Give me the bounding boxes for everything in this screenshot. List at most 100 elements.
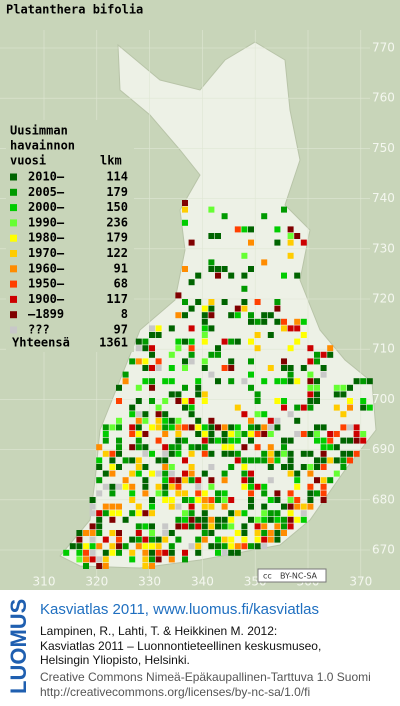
square <box>89 497 96 503</box>
square <box>116 510 122 517</box>
square <box>208 312 215 319</box>
square <box>248 424 254 431</box>
square <box>327 345 334 352</box>
square <box>294 470 301 477</box>
square <box>188 503 195 510</box>
square <box>76 543 83 550</box>
square <box>333 384 340 391</box>
square <box>155 404 162 411</box>
square <box>234 530 241 536</box>
square <box>188 444 195 451</box>
square <box>228 437 235 444</box>
square <box>142 338 149 345</box>
square <box>201 497 208 503</box>
square <box>135 431 142 437</box>
square <box>182 299 188 305</box>
legend-count: 236 <box>106 215 128 229</box>
square <box>149 332 155 338</box>
square <box>135 523 142 530</box>
square <box>188 279 195 286</box>
easting-label: 320 <box>85 575 108 589</box>
square <box>175 536 182 543</box>
square <box>281 378 287 385</box>
square <box>221 450 228 457</box>
square <box>221 338 228 345</box>
square <box>307 464 314 470</box>
square <box>228 312 235 319</box>
square <box>333 431 340 437</box>
square <box>149 424 155 431</box>
square <box>215 345 221 352</box>
square <box>254 398 261 404</box>
square <box>248 226 254 233</box>
square <box>102 450 109 457</box>
square <box>215 378 221 385</box>
square <box>142 444 149 451</box>
legend-label: 1980– <box>28 231 65 245</box>
legend-count: 122 <box>106 246 128 260</box>
legend-swatch <box>10 326 17 334</box>
square <box>135 470 142 477</box>
legend-swatch <box>10 295 17 303</box>
square <box>135 464 142 470</box>
square <box>261 536 268 543</box>
square <box>168 391 175 398</box>
square <box>102 549 109 556</box>
northing-label: 700 <box>372 392 395 406</box>
square <box>281 530 287 536</box>
square <box>162 477 169 484</box>
square <box>149 536 155 543</box>
square <box>201 530 208 536</box>
square <box>300 365 307 371</box>
square <box>188 351 195 358</box>
square <box>347 404 353 411</box>
square <box>116 464 122 470</box>
square <box>162 457 169 464</box>
square <box>188 543 195 550</box>
square <box>208 424 215 431</box>
square <box>201 490 208 497</box>
square <box>182 497 188 503</box>
square <box>129 497 136 503</box>
square <box>215 266 221 272</box>
square <box>248 312 254 319</box>
square <box>188 424 195 431</box>
square <box>175 490 182 497</box>
square <box>274 516 281 523</box>
square <box>287 464 294 470</box>
square <box>109 470 116 477</box>
square <box>294 318 301 325</box>
square <box>102 437 109 444</box>
square <box>195 417 202 424</box>
square <box>314 391 320 398</box>
square <box>142 536 149 543</box>
square <box>228 497 235 503</box>
square <box>129 457 136 464</box>
square <box>221 299 228 305</box>
square <box>234 431 241 437</box>
square <box>129 470 136 477</box>
square <box>162 424 169 431</box>
square <box>333 457 340 464</box>
square <box>234 305 241 312</box>
square <box>228 272 235 279</box>
legend-label: 1960– <box>28 261 65 275</box>
square <box>168 483 175 490</box>
square <box>267 444 274 451</box>
square <box>69 543 76 550</box>
square <box>195 378 202 385</box>
square <box>188 345 195 352</box>
square <box>248 371 254 378</box>
square <box>261 431 268 437</box>
square <box>201 391 208 398</box>
square <box>168 351 175 358</box>
square <box>267 464 274 470</box>
northing-label: 680 <box>372 492 395 506</box>
square <box>201 305 208 312</box>
square <box>300 516 307 523</box>
square <box>201 450 208 457</box>
square <box>261 450 268 457</box>
square <box>142 483 149 490</box>
square <box>182 510 188 517</box>
square <box>307 497 314 503</box>
